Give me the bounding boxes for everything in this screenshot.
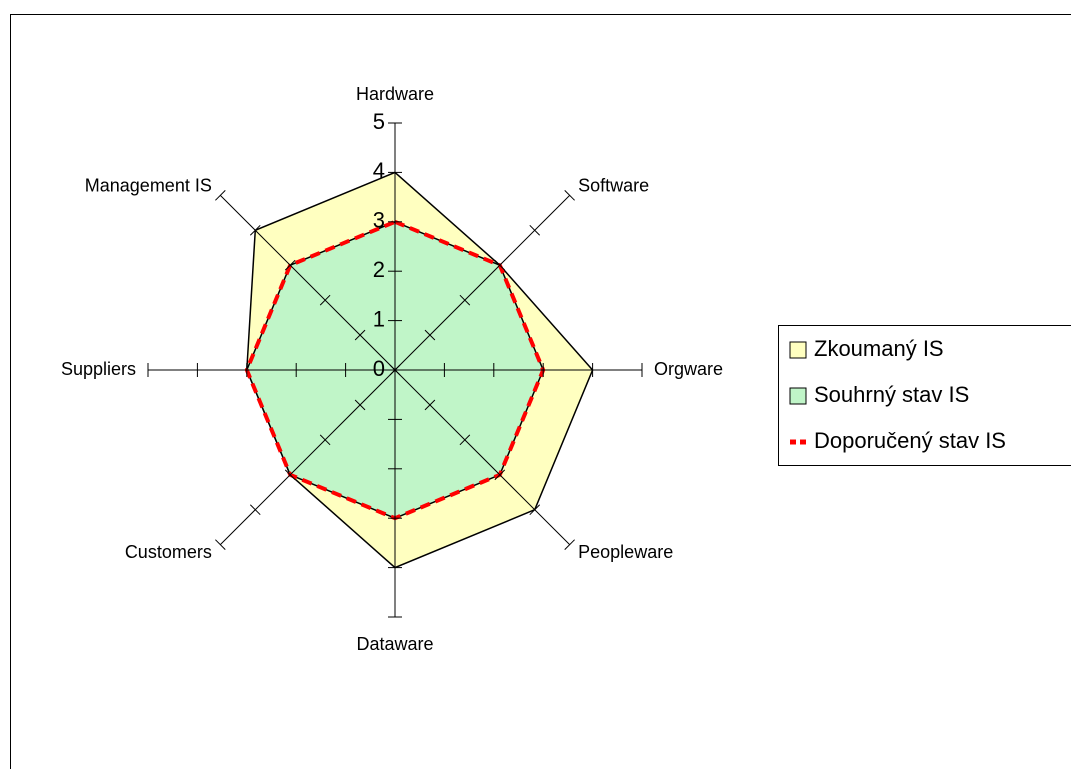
category-label: Software [578, 176, 649, 196]
r-tick-label: 1 [373, 306, 385, 331]
legend-swatch [790, 342, 806, 358]
category-label: Peopleware [578, 542, 673, 562]
legend-swatch [790, 388, 806, 404]
category-label: Dataware [356, 634, 433, 654]
legend-label: Souhrný stav IS [814, 382, 969, 407]
r-tick-label: 2 [373, 257, 385, 282]
category-label: Suppliers [61, 359, 136, 379]
category-label: Customers [125, 542, 212, 562]
category-label: Management IS [85, 176, 212, 196]
r-tick-label: 0 [373, 356, 385, 381]
r-tick-label: 4 [373, 158, 385, 183]
legend-label: Zkoumaný IS [814, 336, 944, 361]
legend-label: Doporučený stav IS [814, 428, 1006, 453]
r-tick-label: 5 [373, 109, 385, 134]
category-label: Hardware [356, 84, 434, 104]
r-tick-label: 3 [373, 208, 385, 233]
category-label: Orgware [654, 359, 723, 379]
